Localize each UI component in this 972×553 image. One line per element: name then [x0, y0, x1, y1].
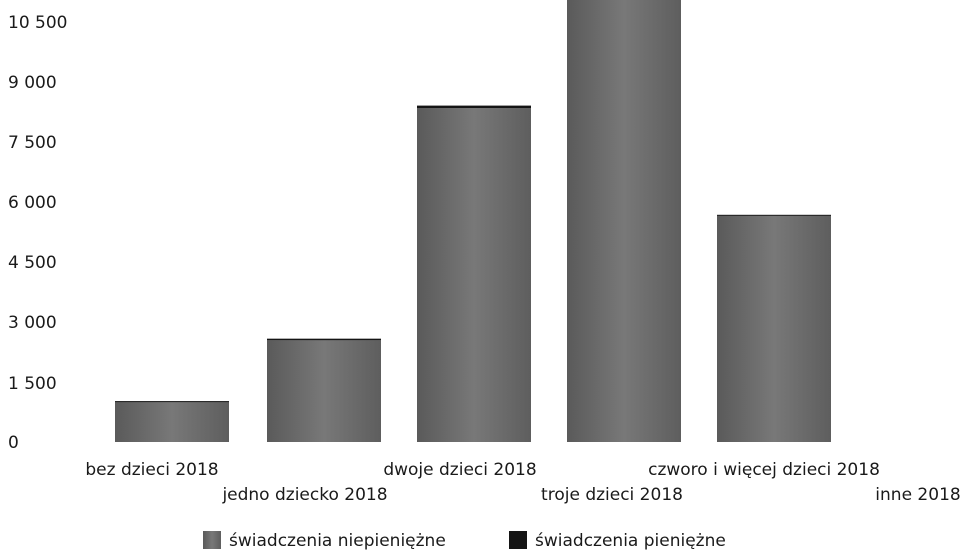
bar-niepieniezne: [567, 0, 681, 442]
y-tick-label: 0: [8, 433, 19, 453]
legend-swatch: [509, 531, 527, 549]
legend-swatch: [203, 531, 221, 549]
y-axis: 0 1 500 3 000 4 500 6 000 7 500 9 000 10 500: [8, 13, 67, 453]
bar-niepieniezne: [267, 340, 381, 442]
y-tick-label: 1 500: [8, 374, 57, 394]
bar-pieniezne: [115, 401, 229, 403]
x-tick-label: dwoje dzieci 2018: [383, 460, 536, 480]
bars: [115, 0, 831, 442]
y-tick-label: 4 500: [8, 253, 57, 273]
x-tick-label: inne 2018: [875, 485, 960, 505]
bar-niepieniezne: [417, 108, 531, 442]
legend-label: świadczenia pieniężne: [535, 531, 726, 551]
y-tick-label: 7 500: [8, 133, 57, 153]
bar-niepieniezne: [717, 215, 831, 442]
x-tick-label: czworo i więcej dzieci 2018: [648, 460, 880, 480]
y-tick-label: 6 000: [8, 193, 57, 213]
bar-pieniezne: [417, 105, 531, 108]
bar-niepieniezne: [115, 401, 229, 442]
legend: świadczenia niepieniężne świadczenia pien…: [203, 531, 726, 551]
y-tick-label: 9 000: [8, 73, 57, 93]
x-tick-label: bez dzieci 2018: [85, 460, 218, 480]
x-tick-label: jedno dziecko 2018: [221, 485, 387, 505]
bar-pieniezne: [717, 214, 831, 216]
legend-label: świadczenia niepieniężne: [229, 531, 446, 551]
bar-pieniezne: [267, 338, 381, 341]
y-tick-label: 10 500: [8, 13, 67, 33]
y-tick-label: 3 000: [8, 313, 57, 333]
x-tick-label: troje dzieci 2018: [541, 485, 683, 505]
